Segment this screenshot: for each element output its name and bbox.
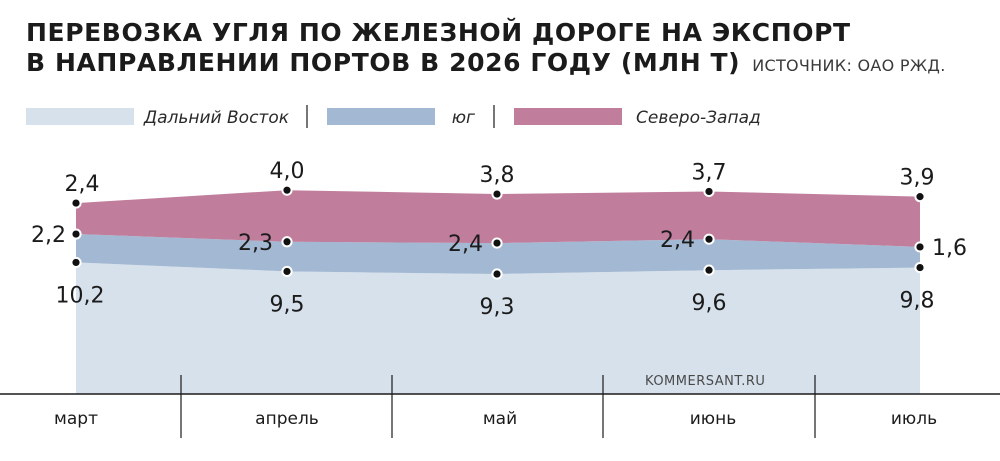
data-label: 3,9 — [900, 166, 935, 191]
legend: Дальний Восток юг Северо-Запад — [26, 105, 761, 128]
title-line-2-text: В НАПРАВЛЕНИИ ПОРТОВ В 2026 ГОДУ (МЛН Т) — [26, 48, 741, 77]
data-point — [281, 265, 293, 278]
x-axis: март апрель май июнь июль — [0, 375, 1000, 438]
series-areas — [76, 190, 920, 394]
data-point — [703, 264, 715, 276]
data-point — [914, 241, 926, 253]
legend-label-south: юг — [452, 108, 475, 128]
data-point — [491, 237, 503, 249]
data-point — [70, 256, 82, 269]
data-label: 9,8 — [900, 289, 935, 314]
data-label: 9,6 — [692, 291, 727, 316]
credit-text: KOMMERSANT.RU — [645, 374, 765, 389]
x-tick-label: март — [54, 409, 98, 429]
source-note: ИСТОЧНИК: ОАО РЖД. — [752, 56, 946, 75]
data-label: 9,5 — [270, 292, 305, 317]
data-point — [491, 188, 503, 200]
data-point — [70, 197, 82, 209]
data-point — [70, 228, 82, 240]
data-label: 2,2 — [31, 223, 66, 248]
data-label: 3,8 — [480, 163, 515, 188]
legend-label-far-east: Дальний Восток — [143, 108, 290, 128]
area-far-east — [76, 262, 920, 394]
area-northwest — [76, 190, 920, 247]
data-point — [281, 236, 293, 248]
data-point — [491, 268, 503, 280]
data-label: 2,4 — [65, 172, 100, 197]
data-label: 2,3 — [238, 231, 273, 256]
legend-swatch-northwest — [514, 108, 622, 125]
data-label: 1,6 — [932, 236, 967, 261]
x-tick-label: июнь — [690, 409, 737, 429]
title-line-2: В НАПРАВЛЕНИИ ПОРТОВ В 2026 ГОДУ (МЛН Т)… — [26, 48, 946, 81]
x-tick-label: апрель — [255, 409, 319, 429]
chart-title: ПЕРЕВОЗКА УГЛЯ ПО ЖЕЛЕЗНОЙ ДОРОГЕ НА ЭКС… — [26, 18, 946, 81]
data-labels: 10,2 2,4 2,2 9,5 4,0 2,3 9,3 3,8 2,4 9,6 3,7 2,4 9,8… — [31, 159, 967, 320]
data-label: 2,4 — [660, 228, 695, 253]
legend-swatch-far-east — [26, 108, 134, 125]
legend-label-northwest: Северо-Запад — [636, 108, 761, 128]
data-label: 9,3 — [480, 295, 515, 320]
data-point — [703, 185, 715, 198]
data-points — [70, 184, 926, 280]
data-point — [281, 184, 293, 196]
data-point — [914, 191, 926, 203]
data-label: 4,0 — [270, 159, 305, 184]
title-line-1: ПЕРЕВОЗКА УГЛЯ ПО ЖЕЛЕЗНОЙ ДОРОГЕ НА ЭКС… — [26, 18, 851, 47]
x-tick-label: июль — [891, 409, 937, 429]
legend-swatch-south — [327, 108, 435, 125]
data-point — [703, 233, 715, 245]
data-label: 3,7 — [692, 160, 727, 185]
data-label: 10,2 — [56, 283, 105, 308]
data-point — [914, 261, 926, 274]
x-tick-label: май — [483, 409, 517, 429]
data-label: 2,4 — [448, 232, 483, 257]
